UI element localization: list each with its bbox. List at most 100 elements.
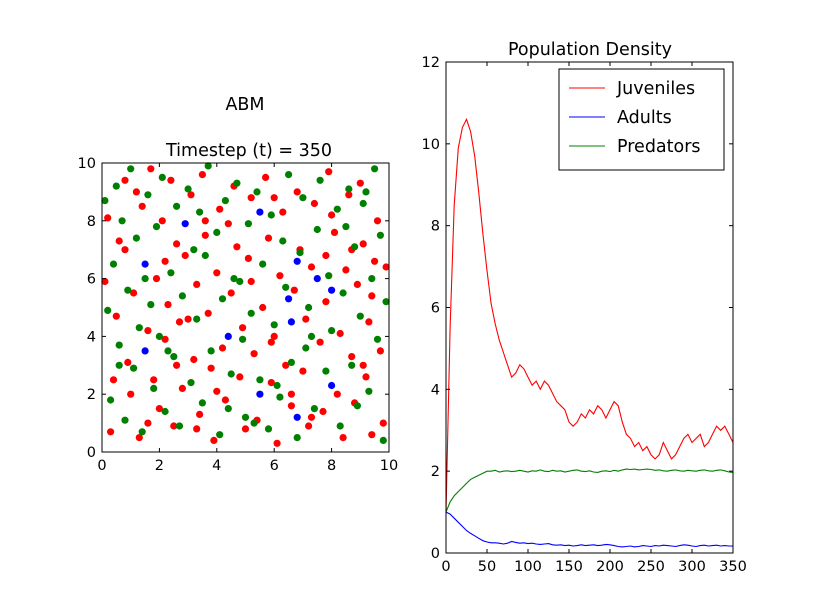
predators-point bbox=[247, 309, 255, 317]
predators-point bbox=[167, 269, 175, 277]
juveniles-point bbox=[250, 350, 258, 358]
predators-point bbox=[273, 381, 281, 390]
juveniles-point bbox=[150, 376, 158, 384]
predators-point bbox=[227, 370, 235, 378]
juveniles-point bbox=[164, 301, 172, 309]
adults-point bbox=[141, 347, 149, 355]
predators-point bbox=[270, 321, 278, 329]
predators-point bbox=[325, 272, 333, 280]
predators-point bbox=[170, 353, 178, 361]
abm-points-layer bbox=[101, 162, 390, 447]
juveniles-point bbox=[193, 425, 201, 433]
predators-point bbox=[175, 422, 184, 430]
predators-point bbox=[135, 324, 143, 332]
juveniles-point bbox=[359, 361, 367, 369]
predators-point bbox=[359, 199, 367, 208]
juveniles-point bbox=[379, 419, 387, 427]
predators-point bbox=[382, 298, 390, 306]
predators-point bbox=[196, 208, 204, 216]
juveniles-point bbox=[138, 202, 146, 210]
predators-point bbox=[250, 419, 258, 427]
predators-point bbox=[216, 431, 224, 439]
juveniles-point bbox=[333, 390, 341, 398]
juveniles-point bbox=[132, 188, 140, 196]
predators-point bbox=[279, 237, 287, 245]
predators-point bbox=[230, 275, 238, 283]
population-chart-title: Population Density bbox=[508, 40, 672, 60]
juveniles-point bbox=[307, 263, 316, 271]
population-x-tick-label: 150 bbox=[555, 559, 583, 575]
juveniles-point bbox=[210, 436, 218, 444]
predators-point bbox=[293, 434, 301, 442]
juveniles-point bbox=[282, 361, 290, 369]
juveniles-point bbox=[204, 309, 212, 317]
predators-point bbox=[287, 358, 295, 366]
predators-point bbox=[302, 344, 310, 352]
juveniles-point bbox=[227, 289, 235, 297]
abm-x-tick-label: 2 bbox=[155, 458, 164, 474]
population-x-tick-label: 200 bbox=[596, 559, 624, 575]
juveniles-point bbox=[247, 194, 255, 202]
predators-point bbox=[310, 405, 318, 413]
population-ticks-layer: 0 50 100 150 200 250 300 350 0 2 4 6 8 10 12 bbox=[422, 55, 747, 575]
population-y-tick-label: 8 bbox=[431, 219, 440, 235]
predators-point bbox=[204, 162, 212, 170]
juveniles-point bbox=[339, 434, 347, 442]
predators-point bbox=[351, 243, 359, 251]
legend-label-adults: Adults bbox=[617, 108, 672, 128]
juveniles-point bbox=[368, 292, 376, 300]
predators-point bbox=[152, 223, 161, 231]
predators-point bbox=[218, 295, 227, 303]
predators-point bbox=[233, 179, 241, 187]
predators-point bbox=[198, 399, 206, 407]
adults-point bbox=[224, 332, 232, 340]
juveniles-point bbox=[247, 277, 255, 286]
abm-y-tick-label: 0 bbox=[87, 445, 96, 461]
predators-point bbox=[244, 220, 252, 228]
predators-point bbox=[316, 176, 324, 184]
abm-y-tick-label: 8 bbox=[87, 214, 96, 230]
juveniles-point bbox=[365, 318, 373, 326]
juveniles-point bbox=[184, 315, 192, 323]
predators-point bbox=[267, 211, 275, 219]
juveniles-point bbox=[359, 240, 367, 248]
juveniles-point bbox=[124, 358, 132, 366]
population-lines-layer bbox=[445, 117, 734, 548]
juveniles-point bbox=[201, 217, 209, 225]
juveniles-point bbox=[348, 353, 356, 361]
juveniles-point bbox=[336, 329, 344, 338]
predators-point bbox=[362, 188, 370, 196]
predators-point bbox=[379, 436, 387, 444]
adults-point bbox=[141, 260, 149, 268]
juveniles-point bbox=[144, 419, 152, 427]
juveniles-point bbox=[371, 257, 379, 265]
predators-point bbox=[342, 223, 350, 231]
juveniles-point bbox=[173, 361, 181, 369]
population-x-tick-label: 100 bbox=[514, 559, 542, 575]
juveniles-point bbox=[319, 407, 327, 416]
predators-point bbox=[339, 289, 347, 297]
predators-point bbox=[201, 251, 209, 260]
abm-y-tick-label: 4 bbox=[87, 329, 96, 345]
juveniles-point bbox=[233, 243, 241, 251]
predators-point bbox=[353, 402, 361, 410]
juveniles-point bbox=[121, 176, 129, 184]
juveniles-point bbox=[193, 280, 201, 288]
predators-point bbox=[109, 260, 118, 268]
predators-point bbox=[256, 376, 264, 384]
juveniles-point bbox=[109, 376, 118, 384]
juveniles-point bbox=[382, 263, 390, 271]
abm-x-tick-label: 10 bbox=[380, 458, 398, 474]
predators-point bbox=[207, 347, 215, 355]
predators-point bbox=[158, 173, 166, 181]
juveniles-point bbox=[328, 211, 336, 219]
juveniles-point bbox=[287, 390, 295, 398]
population-x-tick-label: 300 bbox=[678, 559, 706, 575]
predators-point bbox=[296, 249, 304, 257]
population-density-chart: Population Density 0 50 100 150 200 250 300 350… bbox=[422, 40, 747, 575]
juveniles-point bbox=[362, 373, 370, 381]
population-x-tick-label: 250 bbox=[637, 559, 665, 575]
juveniles-point bbox=[239, 324, 247, 332]
adults-point bbox=[313, 275, 321, 283]
predators-point bbox=[285, 171, 293, 179]
